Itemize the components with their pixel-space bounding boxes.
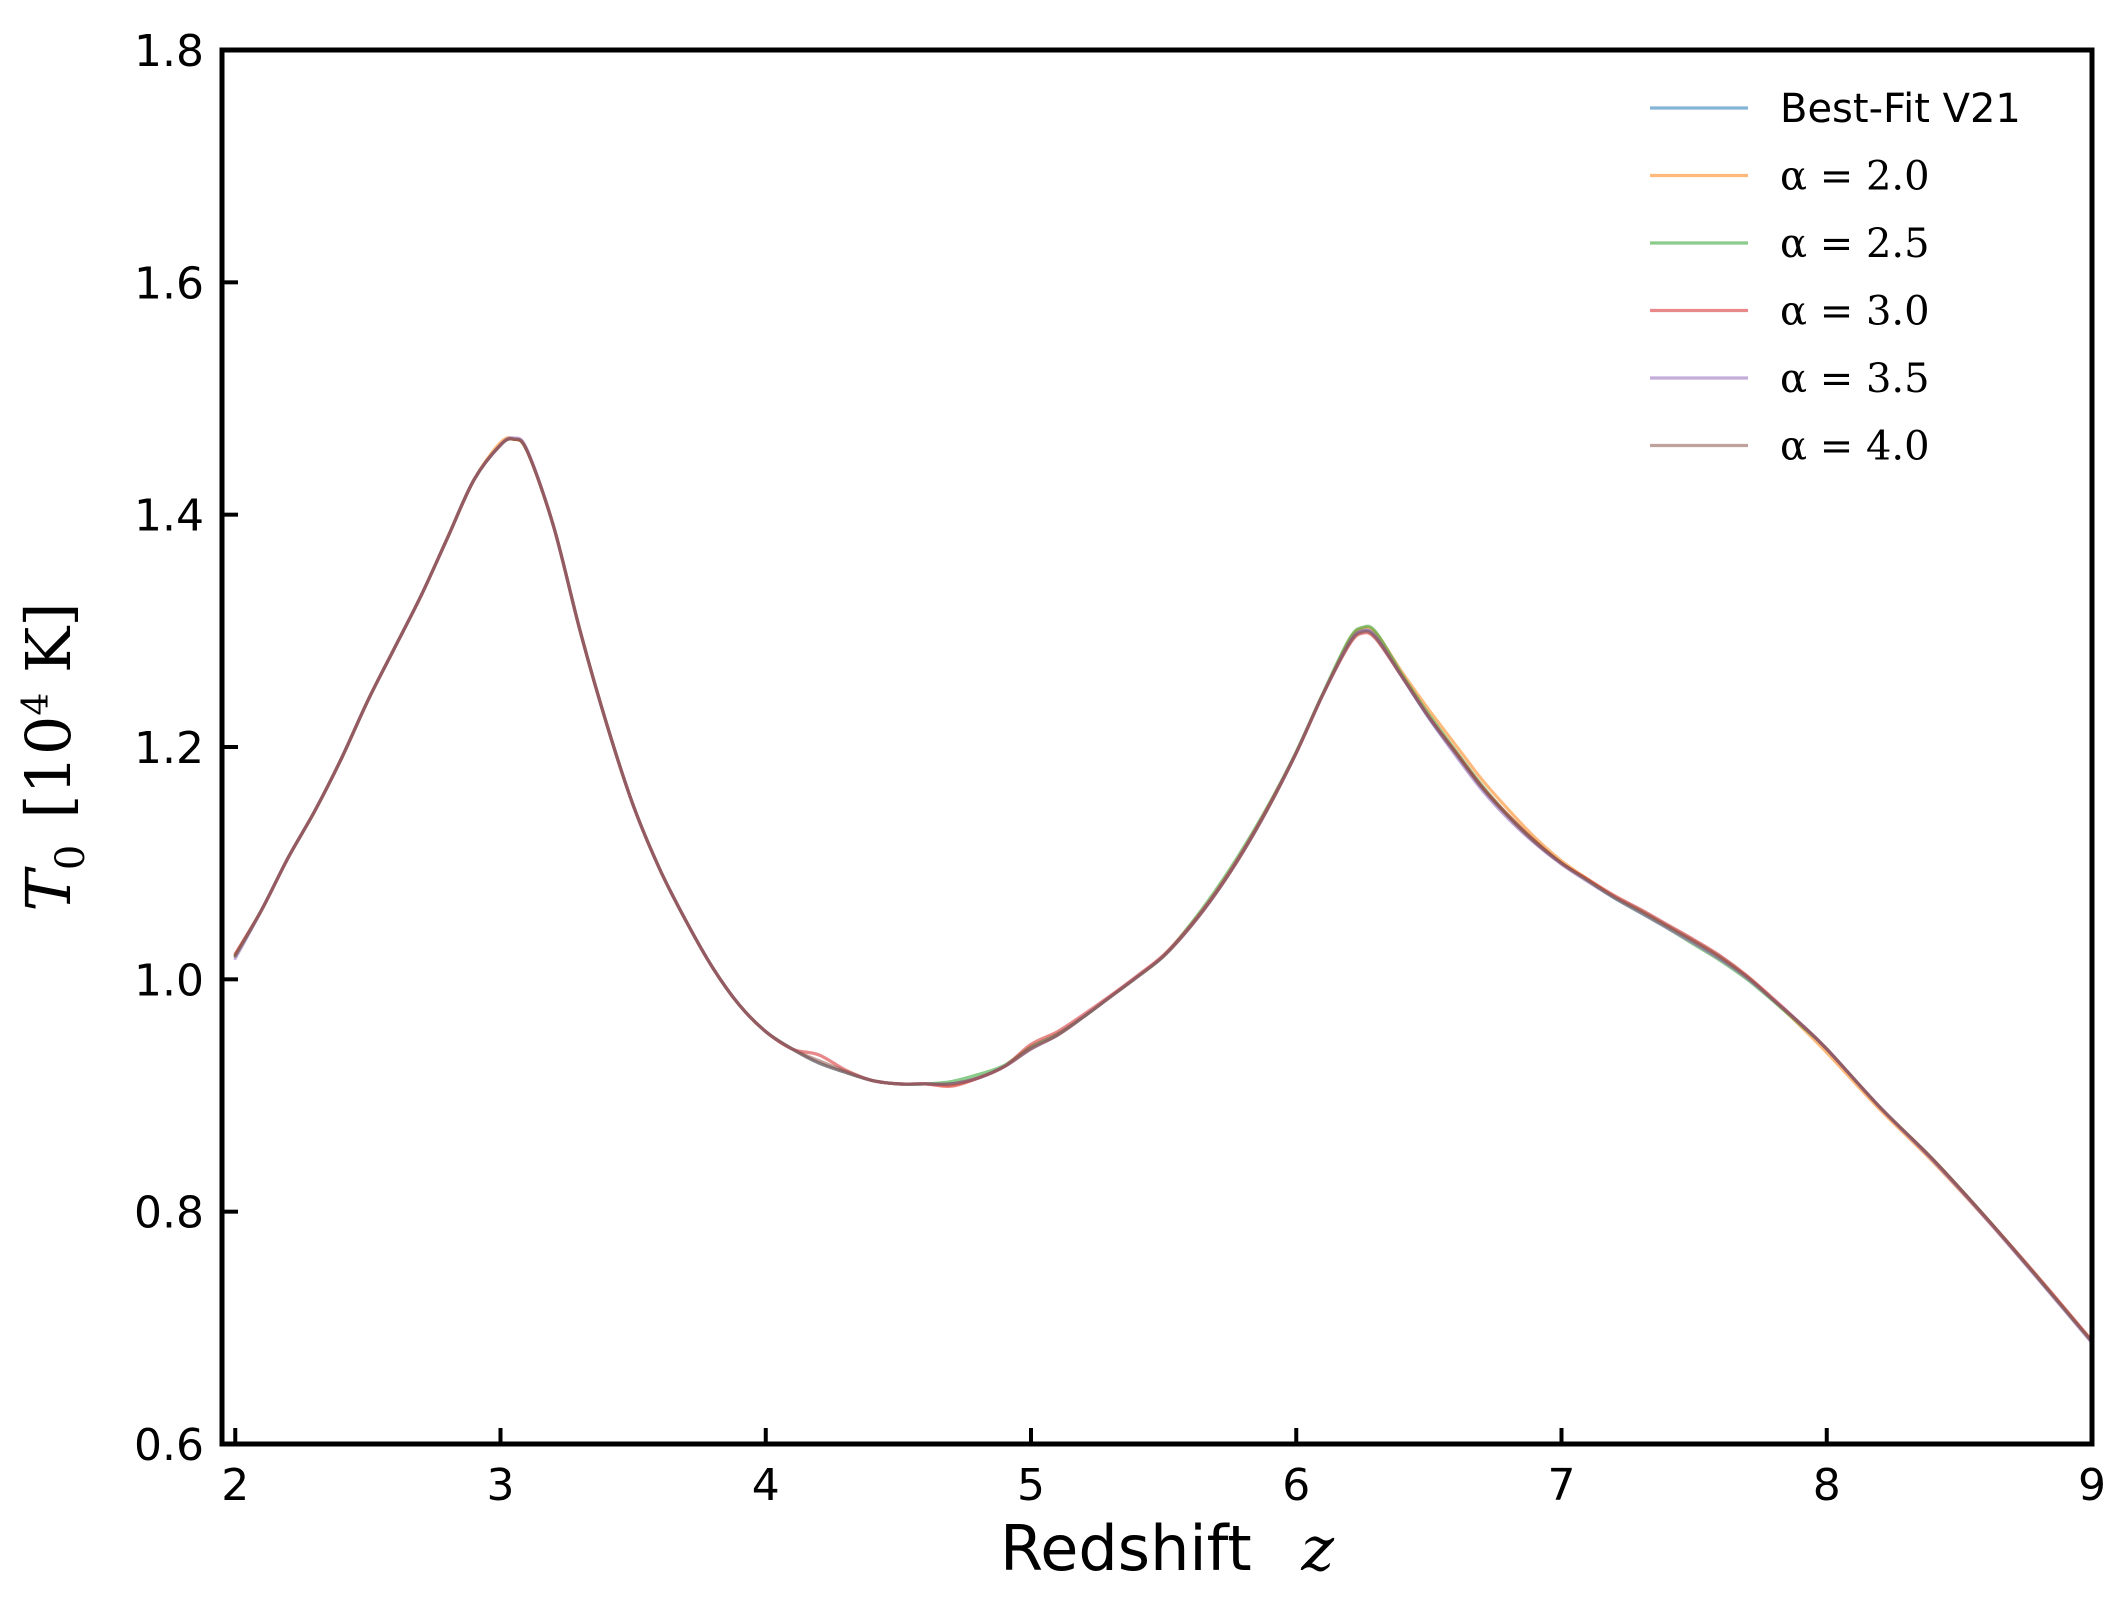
legend: Best-Fit V21 α = 2.0 α = 2.5 α = 3.0 α = 3.5… [1650, 86, 2021, 470]
x-tick-label: 4 [752, 1460, 780, 1511]
y-tick-label: 1.4 [134, 491, 204, 542]
y-tick-label: 1.8 [134, 26, 204, 77]
y-axis-label-symbol: T [12, 866, 85, 912]
series-line-6 [233, 437, 2094, 1344]
y-tick-label: 1.6 [134, 258, 204, 309]
y-tick-label: 0.6 [134, 1420, 204, 1471]
y-tick-label: 1.2 [134, 723, 204, 774]
x-tick-label: 2 [221, 1460, 249, 1511]
y-axis-label-unit-exponent: 4 [16, 693, 57, 716]
legend-label-3: α = 2.5 [1780, 221, 1930, 267]
y-axis-label: T0 [104 K] [12, 602, 94, 911]
y-axis-label-unit-suffix: K] [12, 602, 85, 692]
x-axis-label-text: Redshift [1000, 1512, 1252, 1585]
legend-label-4: α = 3.0 [1780, 289, 1930, 335]
x-tick-label: 5 [1017, 1460, 1045, 1511]
x-tick-label: 7 [1548, 1460, 1576, 1511]
y-axis-label-unit-prefix: [10 [12, 716, 85, 819]
series-lines [233, 436, 2094, 1345]
legend-label-5: α = 3.5 [1780, 356, 1930, 402]
legend-label-1: Best-Fit V21 [1780, 86, 2021, 132]
y-axis-label-subscript: 0 [48, 845, 94, 870]
y-tick-label: 1.0 [134, 955, 204, 1006]
x-axis-label-symbol: z [1300, 1512, 1334, 1585]
x-tick-label: 9 [2078, 1460, 2106, 1511]
y-tick-label: 0.8 [134, 1188, 204, 1239]
x-tick-label: 8 [1813, 1460, 1841, 1511]
plot-frame [219, 47, 2095, 1447]
legend-label-2: α = 2.0 [1780, 154, 1930, 200]
x-tick-label: 3 [487, 1460, 515, 1511]
axis-ticks: 2 3 4 5 6 7 8 9 0.6 0.8 1.0 1.2 1.4 1.6 1.8 [134, 26, 2106, 1511]
legend-label-6: α = 4.0 [1780, 424, 1930, 470]
x-tick-label: 6 [1282, 1460, 1310, 1511]
x-axis-label: Redshift z [1000, 1512, 1334, 1585]
